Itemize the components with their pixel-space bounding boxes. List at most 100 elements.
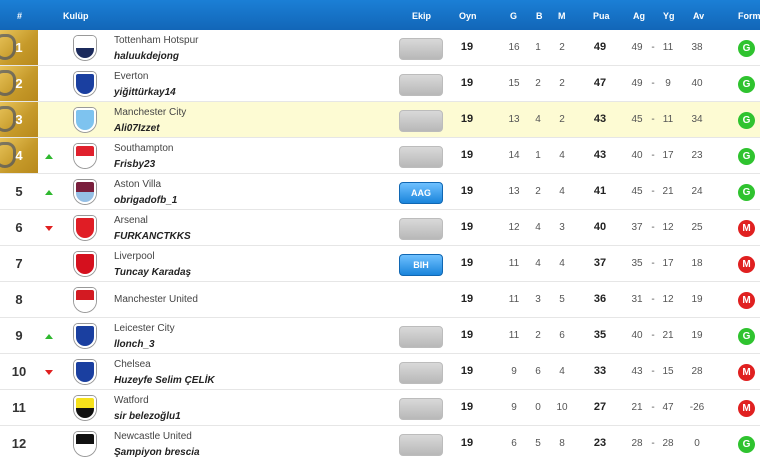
stat-lost: 2 [559,42,565,53]
header-ga[interactable]: Yg [663,11,675,21]
club-name[interactable]: Manchester City [114,107,187,118]
club-name[interactable]: Southampton [114,143,174,154]
stat-ga: 9 [665,78,671,89]
table-row[interactable]: 4 Southampton Frisby23 19 14 1 4 43 40 17 23- G [0,138,760,174]
club-crest-icon [74,252,96,276]
stat-played: 19 [460,437,474,449]
stat-ga: 17 [662,150,674,161]
header-rank[interactable]: # [17,11,23,21]
club-name[interactable]: Arsenal [114,215,148,226]
table-row[interactable]: 8 Manchester United 19 11 3 5 36 31 12 19 - M [0,282,760,318]
stat-gf: 49 [631,78,643,89]
stat-drawn: 2 [535,186,541,197]
trophy-icon [0,106,16,132]
club-name[interactable]: Leicester City [114,323,175,334]
manager-name[interactable]: Tuncay Karadaş [114,267,192,278]
team-badge[interactable] [399,398,443,420]
club-name[interactable]: Everton [114,71,149,82]
stat-lost: 2 [559,78,565,89]
club-crest-icon [74,180,96,204]
table-row[interactable]: 9 Leicester City llonch_3 19 11 2 6 35 40 21 19 - G [0,318,760,354]
team-badge[interactable] [399,218,443,240]
table-row[interactable]: 5 Aston Villa obrigadofb_1 AAG 19 13 2 4 41 45 21 2… [0,174,760,210]
rank-cell: 11 [0,390,38,425]
stat-gd: 34 [691,114,703,125]
score-separator: - [651,114,655,125]
stat-drawn: 2 [535,78,541,89]
club-name[interactable]: Tottenham Hotspur [114,35,199,46]
manager-name[interactable]: sir belezoğlu1 [114,411,181,422]
header-badge[interactable]: Ekip [412,11,432,21]
club-name[interactable]: Newcastle United [114,431,192,442]
form-badge: G [738,112,755,129]
table-row[interactable]: 3 Manchester City Ali07Izzet 19 13 4 2 43 45 11 34… [0,102,760,138]
arrow-up-icon [45,334,53,339]
stat-drawn: 3 [535,294,541,305]
manager-name[interactable]: FURKANCTKKS [114,231,191,242]
team-badge[interactable] [399,74,443,96]
stat-drawn: 1 [535,42,541,53]
rank-cell: 2 [0,66,38,101]
stat-lost: 2 [559,114,565,125]
team-badge[interactable] [399,434,443,456]
header-club[interactable]: Kulüp [63,11,89,21]
manager-name[interactable]: yiğittürkay14 [114,87,176,98]
team-badge[interactable]: BIH [399,254,443,276]
team-badge[interactable] [399,110,443,132]
stat-gd: -26 [689,402,705,413]
header-played[interactable]: Oyn [459,11,477,21]
stat-points: 40 [593,221,607,233]
rank-number: 9 [15,328,23,343]
score-separator: - [651,258,655,269]
team-badge[interactable]: AAG [399,182,443,204]
manager-name[interactable]: Ali07Izzet [114,123,160,134]
table-row[interactable]: 1 Tottenham Hotspur haluukdejong 19 16 1 2 49 49… [0,30,760,66]
manager-name[interactable]: Frisby23 [114,159,156,170]
team-badge[interactable] [399,146,443,168]
stat-played: 19 [460,41,474,53]
stat-gf: 40 [631,330,643,341]
header-points[interactable]: Pua [593,11,610,21]
header-lost[interactable]: M [558,11,566,21]
stat-points: 27 [593,401,607,413]
form-badge: M [738,400,755,417]
header-won[interactable]: G [510,11,518,21]
club-name[interactable]: Chelsea [114,359,151,370]
header-form[interactable]: Form [738,11,760,21]
manager-name[interactable]: obrigadofb_1 [114,195,178,206]
stat-points: 41 [593,185,607,197]
header-gd[interactable]: Av [693,11,705,21]
manager-name[interactable]: llonch_3 [114,339,155,350]
stat-points: 33 [593,365,607,377]
rank-cell: 5 [0,174,38,209]
manager-name[interactable]: haluukdejong [114,51,179,62]
table-header: # Kulüp Ekip Oyn G B M Pua Ag Yg Av Form [0,0,760,30]
stat-lost: 6 [559,330,565,341]
stat-ga: 12 [662,222,674,233]
header-drawn[interactable]: B [536,11,543,21]
club-name[interactable]: Manchester United [114,294,198,305]
form-badge: M [738,364,755,381]
stat-won: 12 [508,222,520,233]
table-row[interactable]: 10 Chelsea Huzeyfe Selim ÇELİK 19 9 6 4 33 43 15 2… [0,354,760,390]
stat-gd: 19 [691,330,703,341]
table-row[interactable]: 6 Arsenal FURKANCTKKS 19 12 4 3 40 37 12 25- M [0,210,760,246]
team-badge[interactable] [399,38,443,60]
rank-number: 4 [15,148,23,163]
stat-gd: 19 [691,294,703,305]
table-row[interactable]: 11 Watford sir belezoğlu1 19 9 0 10 27 21 47 -26 - M [0,390,760,426]
manager-name[interactable]: Huzeyfe Selim ÇELİK [114,375,215,386]
team-badge[interactable] [399,362,443,384]
table-row[interactable]: 7 Liverpool Tuncay Karadaş BIH 19 11 4 4 37 35 17 1… [0,246,760,282]
manager-name[interactable]: Şampiyon brescia [114,447,200,458]
table-row[interactable]: 12 Newcastle United Şampiyon brescia 19 6 5 8 2… [0,426,760,459]
club-name[interactable]: Watford [114,395,149,406]
stat-gf: 40 [631,150,643,161]
rank-number: 2 [15,76,23,91]
club-name[interactable]: Aston Villa [114,179,162,190]
team-badge[interactable] [399,326,443,348]
header-gf[interactable]: Ag [633,11,645,21]
table-row[interactable]: 2 Everton yiğittürkay14 19 15 2 2 47 49 9 40 - G [0,66,760,102]
club-crest-icon [74,360,96,384]
club-name[interactable]: Liverpool [114,251,155,262]
